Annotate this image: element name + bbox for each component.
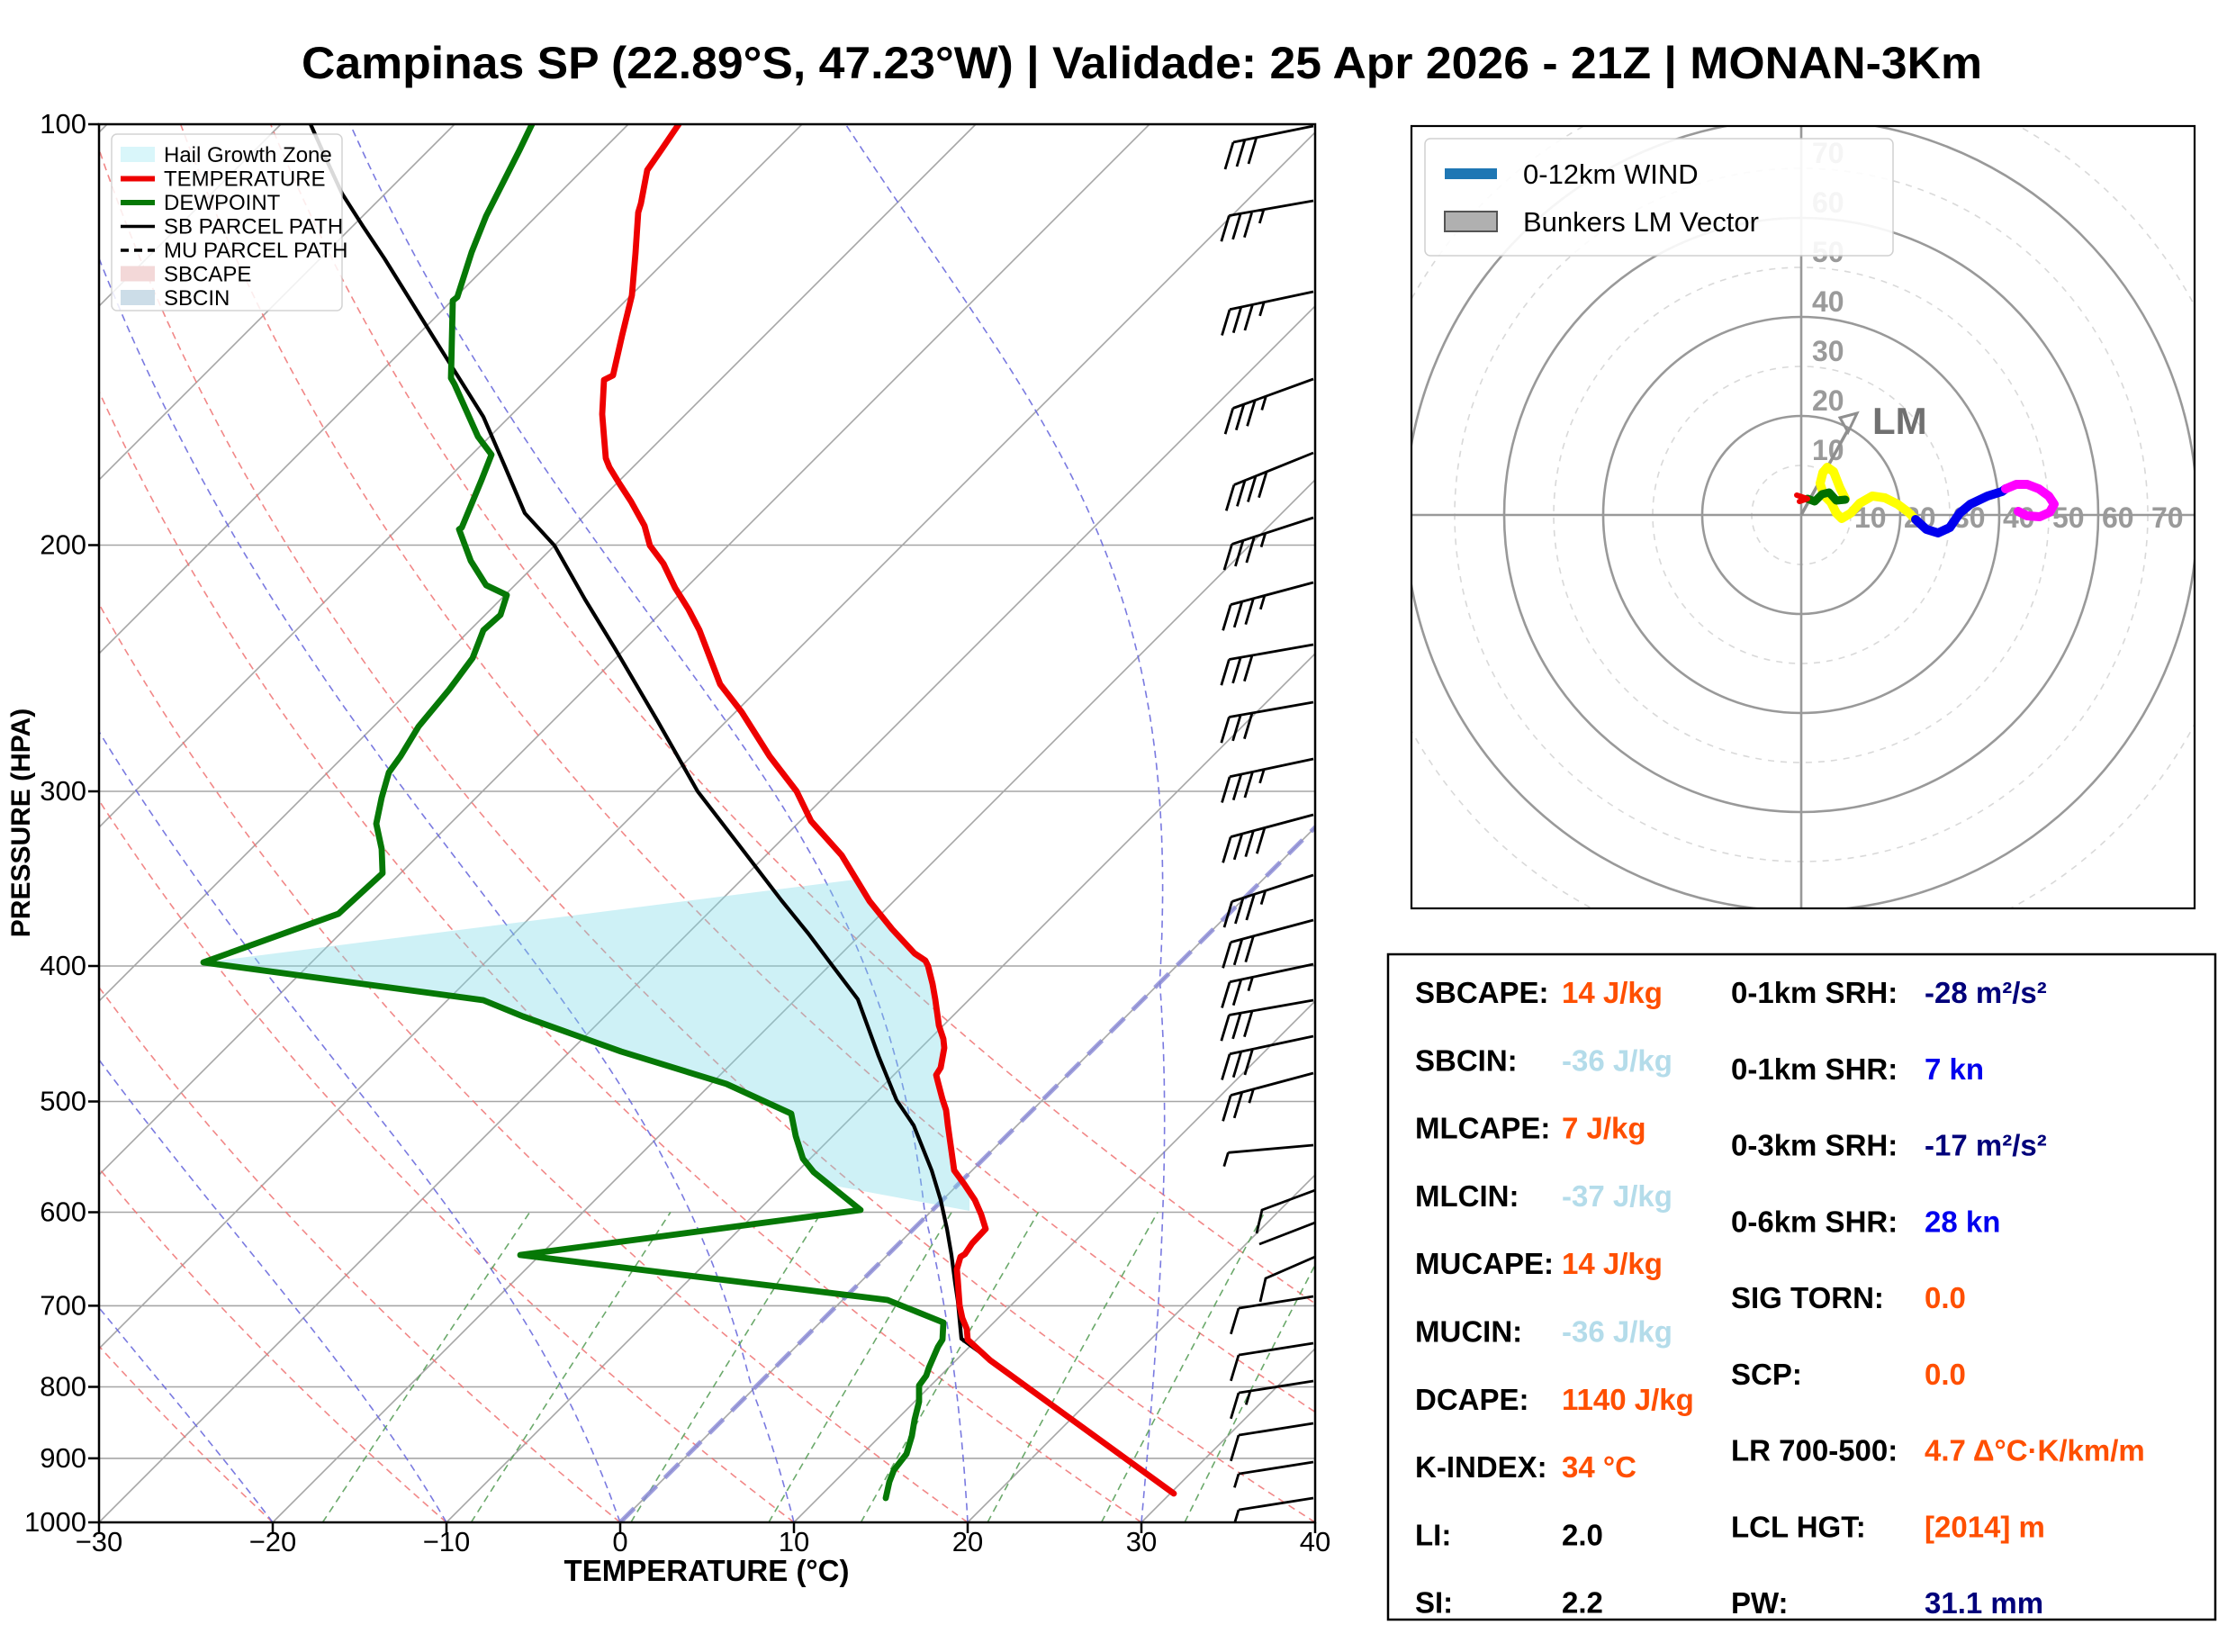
svg-text:30: 30: [1812, 335, 1844, 367]
svg-text:500: 500: [40, 1086, 86, 1117]
svg-text:30: 30: [1126, 1526, 1157, 1557]
svg-text:20: 20: [952, 1526, 983, 1557]
svg-text:2.2: 2.2: [1562, 1586, 1603, 1620]
svg-text:0-12km WIND: 0-12km WIND: [1523, 158, 1699, 190]
svg-text:SBCAPE: SBCAPE: [164, 263, 251, 287]
svg-text:900: 900: [40, 1442, 86, 1474]
svg-text:0.0: 0.0: [1925, 1281, 1966, 1314]
svg-text:300: 300: [40, 775, 86, 807]
svg-text:70: 70: [2151, 501, 2184, 534]
svg-text:LR 700-500:: LR 700-500:: [1731, 1434, 1898, 1467]
svg-text:-17 m²/s²: -17 m²/s²: [1925, 1129, 2047, 1162]
svg-text:LI:: LI:: [1415, 1518, 1451, 1551]
svg-text:600: 600: [40, 1196, 86, 1228]
svg-text:Campinas SP (22.89°S, 47.23°W): Campinas SP (22.89°S, 47.23°W) | Validad…: [302, 38, 1982, 89]
svg-text:0-1km SHR:: 0-1km SHR:: [1731, 1052, 1898, 1086]
svg-text:200: 200: [40, 529, 86, 561]
svg-text:K-INDEX:: K-INDEX:: [1415, 1450, 1547, 1484]
svg-text:-36 J/kg: -36 J/kg: [1562, 1315, 1673, 1349]
svg-text:700: 700: [40, 1289, 86, 1321]
svg-text:Bunkers LM Vector: Bunkers LM Vector: [1523, 206, 1759, 238]
svg-text:0-6km SHR:: 0-6km SHR:: [1731, 1205, 1898, 1238]
svg-text:MUCAPE:: MUCAPE:: [1415, 1247, 1554, 1280]
svg-text:TEMPERATURE (°C): TEMPERATURE (°C): [564, 1554, 850, 1587]
svg-text:7 J/kg: 7 J/kg: [1562, 1112, 1646, 1145]
svg-text:0: 0: [612, 1526, 627, 1557]
svg-text:100: 100: [40, 108, 86, 140]
svg-text:DEWPOINT: DEWPOINT: [164, 191, 281, 215]
svg-text:800: 800: [40, 1371, 86, 1403]
svg-text:SIG TORN:: SIG TORN:: [1731, 1281, 1884, 1314]
svg-text:40: 40: [1300, 1526, 1330, 1557]
svg-text:SCP:: SCP:: [1731, 1358, 1802, 1391]
svg-text:PW:: PW:: [1731, 1586, 1789, 1620]
svg-text:LCL HGT:: LCL HGT:: [1731, 1510, 1866, 1543]
svg-text:TEMPERATURE: TEMPERATURE: [164, 167, 326, 192]
svg-text:2.0: 2.0: [1562, 1518, 1603, 1551]
svg-text:−30: −30: [76, 1526, 123, 1557]
svg-text:4.7 Δ°C·K/km/m: 4.7 Δ°C·K/km/m: [1925, 1434, 2145, 1467]
svg-text:-28 m²/s²: -28 m²/s²: [1925, 976, 2047, 1009]
svg-text:PRESSURE (HPA): PRESSURE (HPA): [6, 709, 36, 937]
svg-text:40: 40: [1812, 285, 1844, 318]
svg-text:1140 J/kg: 1140 J/kg: [1562, 1383, 1694, 1416]
svg-text:60: 60: [2102, 501, 2134, 534]
svg-text:0.0: 0.0: [1925, 1358, 1966, 1391]
svg-text:MLCAPE:: MLCAPE:: [1415, 1112, 1550, 1145]
svg-text:7 kn: 7 kn: [1925, 1052, 1984, 1086]
svg-text:SBCIN: SBCIN: [164, 286, 230, 311]
svg-text:−10: −10: [423, 1526, 471, 1557]
svg-text:SB PARCEL PATH: SB PARCEL PATH: [164, 215, 343, 239]
svg-text:SBCAPE:: SBCAPE:: [1415, 976, 1549, 1009]
svg-text:14 J/kg: 14 J/kg: [1562, 1247, 1663, 1280]
svg-text:DCAPE:: DCAPE:: [1415, 1383, 1529, 1416]
svg-text:0-1km SRH:: 0-1km SRH:: [1731, 976, 1898, 1009]
svg-text:-36 J/kg: -36 J/kg: [1562, 1043, 1673, 1077]
svg-text:LM: LM: [1872, 400, 1927, 442]
svg-text:34 °C: 34 °C: [1562, 1450, 1636, 1484]
svg-text:20: 20: [1812, 384, 1844, 417]
svg-text:SBCIN:: SBCIN:: [1415, 1043, 1518, 1077]
svg-text:14 J/kg: 14 J/kg: [1562, 976, 1663, 1009]
svg-text:Hail Growth Zone: Hail Growth Zone: [164, 143, 332, 167]
svg-text:SI:: SI:: [1415, 1586, 1453, 1620]
svg-text:0-3km SRH:: 0-3km SRH:: [1731, 1129, 1898, 1162]
svg-text:-37 J/kg: -37 J/kg: [1562, 1179, 1673, 1213]
svg-text:31.1 mm: 31.1 mm: [1925, 1586, 2043, 1620]
svg-text:MU PARCEL PATH: MU PARCEL PATH: [164, 239, 347, 263]
svg-text:10: 10: [779, 1526, 809, 1557]
svg-text:10: 10: [1812, 434, 1844, 466]
svg-text:28 kn: 28 kn: [1925, 1205, 2000, 1238]
svg-text:1000: 1000: [24, 1506, 86, 1538]
svg-text:MUCIN:: MUCIN:: [1415, 1315, 1522, 1349]
svg-text:400: 400: [40, 950, 86, 981]
svg-text:MLCIN:: MLCIN:: [1415, 1179, 1519, 1213]
svg-text:−20: −20: [249, 1526, 297, 1557]
svg-text:[2014] m: [2014] m: [1925, 1510, 2045, 1543]
